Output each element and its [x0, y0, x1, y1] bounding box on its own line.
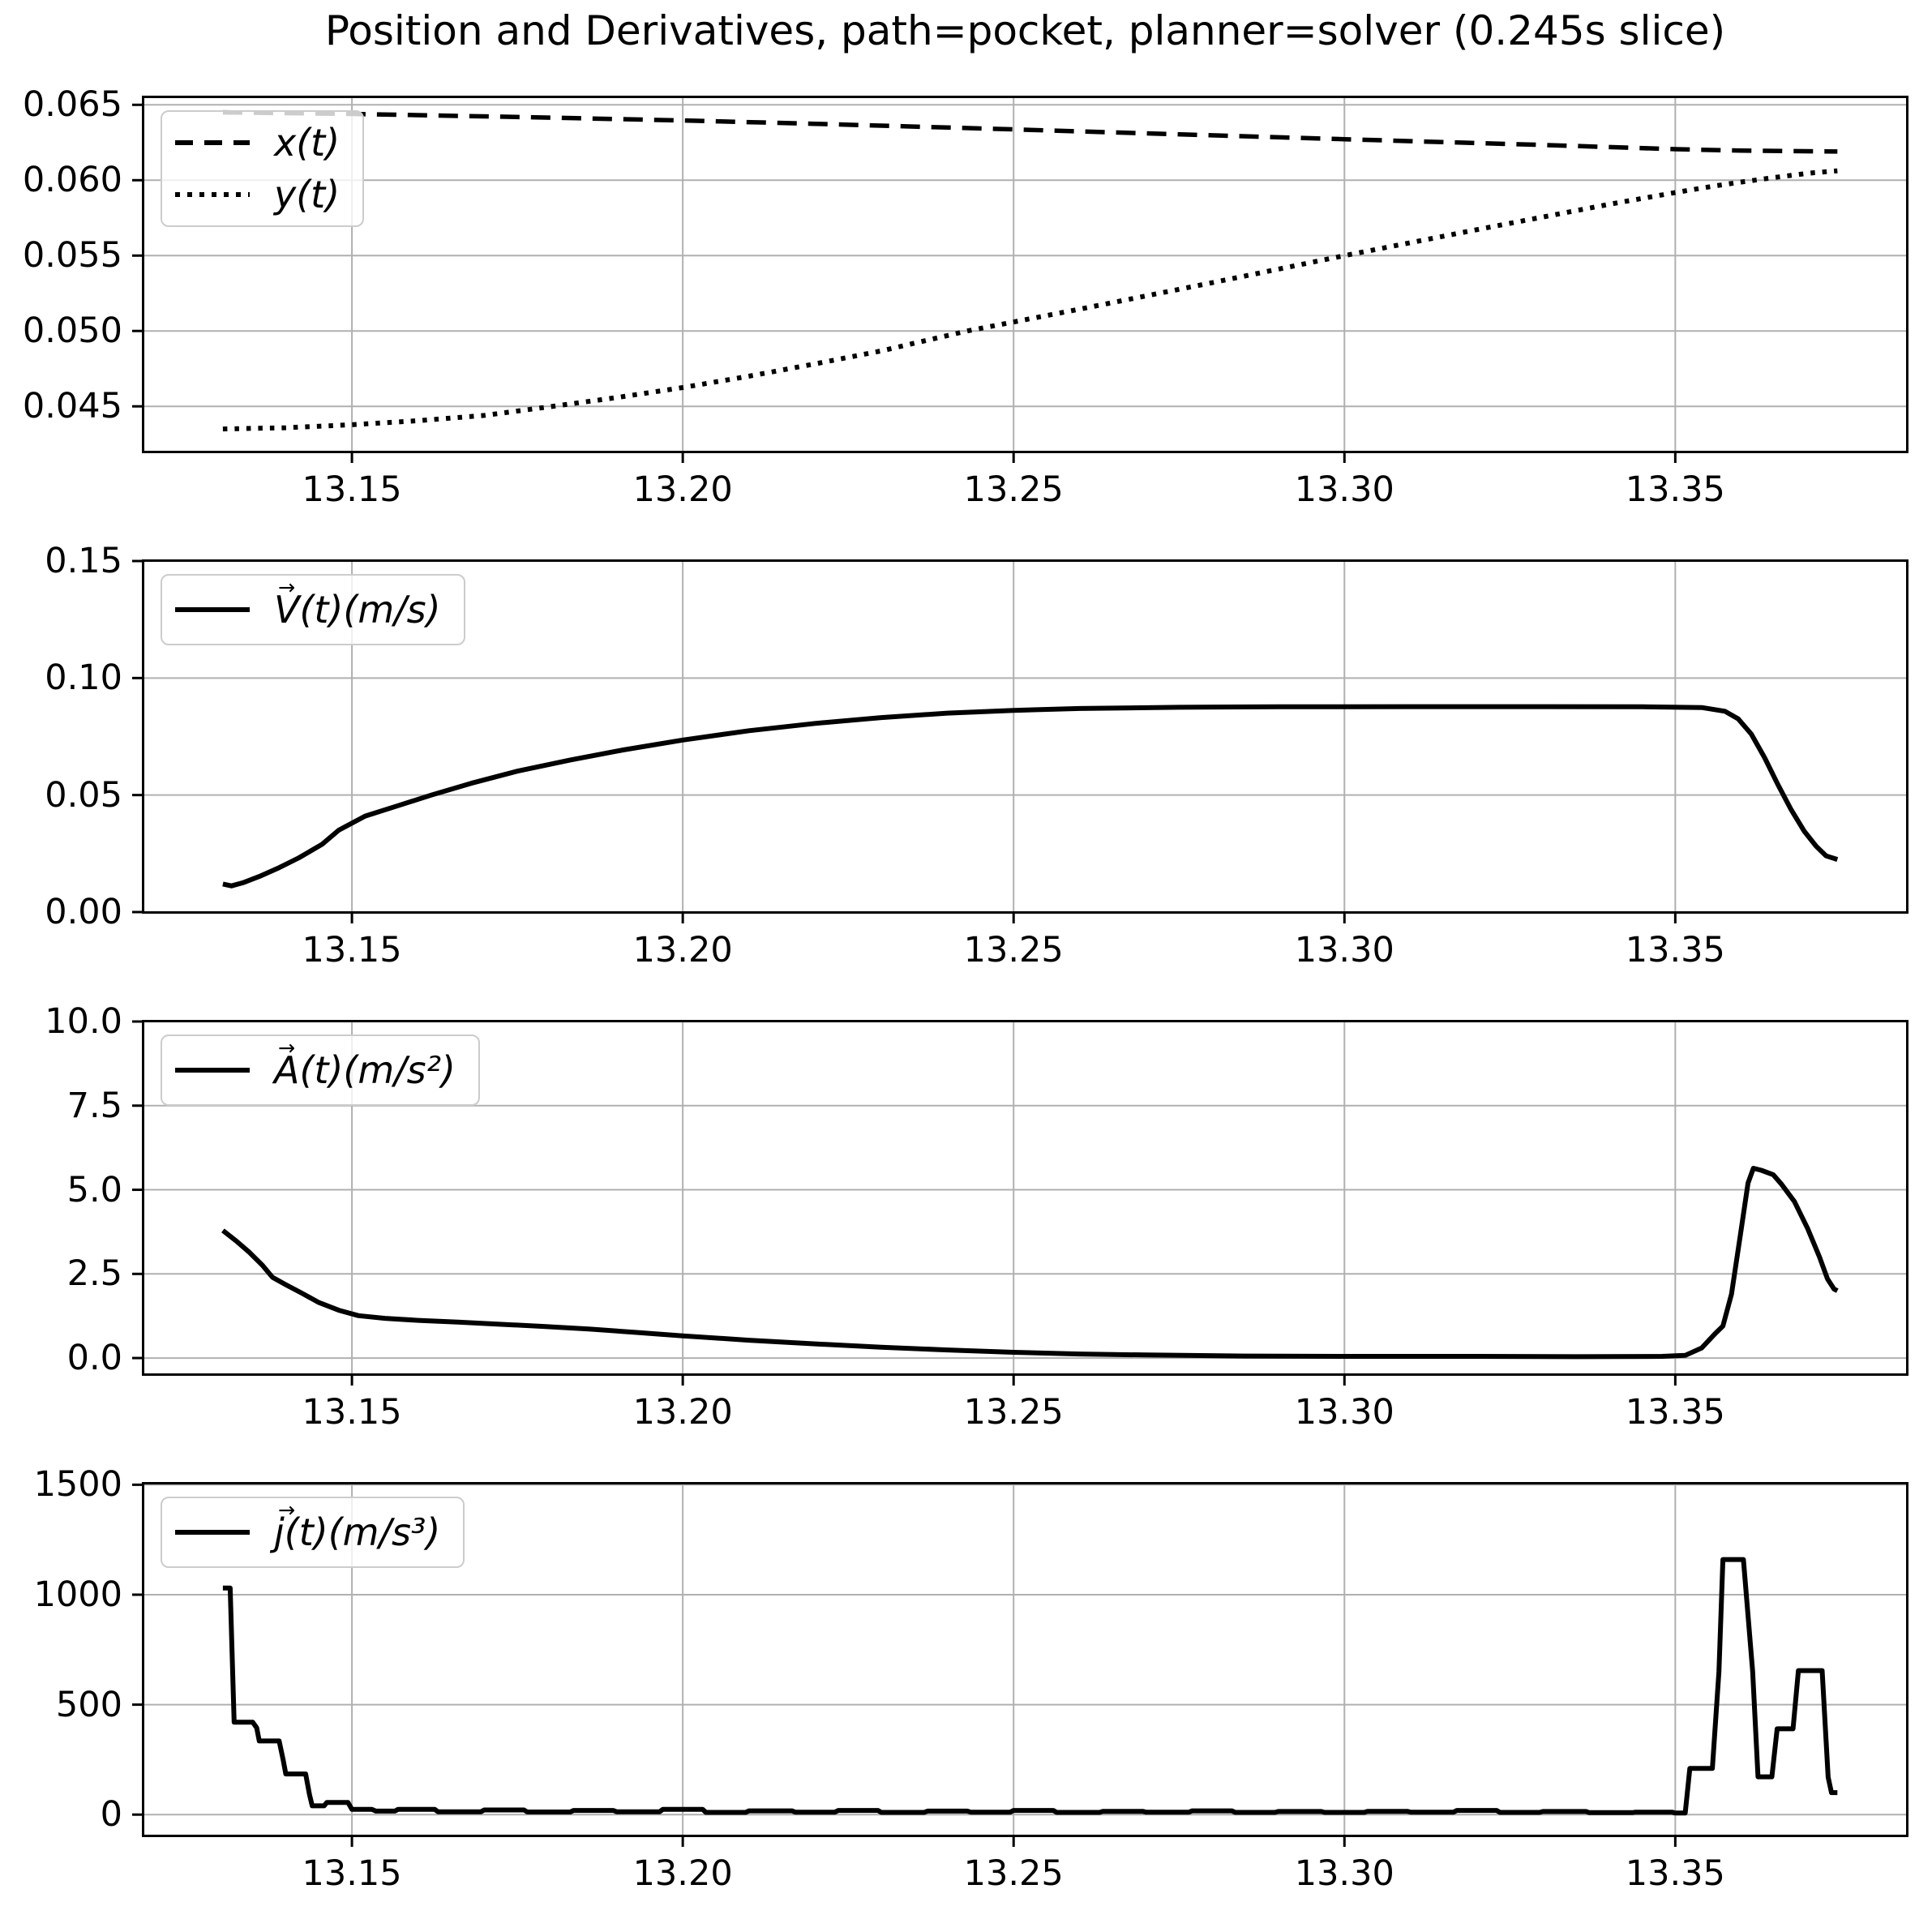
legend: x(t) y(t) — [161, 110, 365, 227]
legend-sample-solid — [175, 1530, 250, 1535]
x-tick-label: 13.35 — [1625, 1392, 1725, 1433]
legend-label: → j(t)(m/s³) — [274, 1497, 441, 1554]
vec-arrow-icon: → — [278, 1497, 296, 1522]
legend-row: → A(t)(m/s²) — [175, 1035, 456, 1099]
y-tick-label: 0.045 — [22, 386, 122, 427]
vector-letter: → A — [274, 1035, 300, 1092]
series-x(t) — [222, 109, 1838, 154]
y-tick-label: 0.15 — [45, 541, 122, 581]
x-tick-label: 13.35 — [1625, 930, 1725, 970]
y-tick-label: 500 — [55, 1684, 122, 1725]
x-tick-label: 13.15 — [302, 930, 402, 970]
legend-row: → j(t)(m/s³) — [175, 1497, 441, 1561]
y-tick-label: 0.10 — [45, 658, 122, 699]
plot-canvas-jerk — [132, 1483, 1907, 1847]
y-tick-label: 1500 — [33, 1464, 122, 1506]
x-tick-label: 13.30 — [1294, 1853, 1394, 1894]
series-y(t) — [222, 168, 1838, 432]
x-tick-label: 13.15 — [302, 1392, 402, 1433]
x-tick-label: 13.30 — [1294, 469, 1394, 510]
x-tick-label: 13.25 — [963, 1392, 1064, 1433]
vector-letter: → j — [274, 1497, 296, 1554]
y-tick-label: 0.0 — [66, 1338, 122, 1379]
legend-label: y(t) — [274, 173, 341, 216]
subplot-acceleration: → A(t)(m/s²) 13.15 13.20 13.25 13.30 13.35 0.0… — [45, 1001, 1908, 1433]
x-tick-label: 13.25 — [963, 930, 1064, 970]
legend-label: x(t) — [274, 121, 341, 165]
legend-sample-dotted — [175, 192, 250, 197]
legend-label: → A(t)(m/s²) — [274, 1035, 456, 1092]
y-tick-label: 5.0 — [66, 1169, 122, 1210]
series-V(t) — [222, 704, 1839, 889]
x-tick-label: 13.15 — [302, 1853, 402, 1894]
legend: → A(t)(m/s²) — [161, 1034, 481, 1106]
y-tick-label: 7.5 — [66, 1085, 122, 1126]
y-tick-label: 0.050 — [22, 311, 122, 352]
subplot-position: x(t) y(t) 13.15 13.20 13.25 13.30 13.35 0.045 0… — [23, 84, 1908, 510]
chart-title: Position and Derivatives, path=pocket, p… — [324, 7, 1726, 54]
y-tick-label: 1000 — [33, 1574, 122, 1615]
legend-sample-solid — [175, 1068, 250, 1073]
legend-row: x(t) — [175, 117, 340, 169]
vec-arrow-icon: → — [278, 575, 296, 599]
y-tick-label: 0.060 — [22, 160, 122, 201]
y-tick-label: 10.0 — [45, 1001, 122, 1042]
legend: → j(t)(m/s³) — [161, 1497, 465, 1568]
y-tick-label: 0.065 — [22, 84, 122, 126]
series-j(t) — [222, 1557, 1838, 1816]
x-tick-label: 13.30 — [1294, 930, 1394, 970]
legend-row: → V(t)(m/s) — [175, 575, 441, 639]
legend-row: y(t) — [175, 169, 340, 221]
x-tick-label: 13.20 — [632, 1853, 733, 1894]
legend-label: → V(t)(m/s) — [274, 575, 441, 632]
legend: → V(t)(m/s) — [161, 574, 465, 645]
y-tick-label: 0.05 — [45, 774, 122, 816]
y-tick-label: 0.00 — [45, 892, 122, 932]
x-tick-label: 13.30 — [1294, 1392, 1394, 1433]
x-tick-label: 13.20 — [632, 930, 733, 970]
legend-sample-solid — [175, 607, 250, 612]
vector-letter: → V — [274, 575, 300, 632]
subplot-jerk: → j(t)(m/s³) 13.15 13.20 13.25 13.30 13.35 0 50… — [34, 1464, 1908, 1894]
x-tick-label: 13.25 — [963, 469, 1064, 510]
y-tick-label: 0.055 — [22, 235, 122, 276]
legend-sample-dashed — [175, 140, 250, 145]
x-tick-label: 13.20 — [632, 469, 733, 510]
x-tick-label: 13.35 — [1625, 1853, 1725, 1894]
series-A(t) — [221, 1166, 1839, 1360]
vec-arrow-icon: → — [278, 1035, 296, 1060]
subplot-velocity: → V(t)(m/s) 13.15 13.20 13.25 13.30 13.35 0.00… — [45, 541, 1908, 970]
x-tick-label: 13.35 — [1625, 469, 1725, 510]
y-tick-label: 2.5 — [66, 1253, 122, 1295]
y-tick-label: 0 — [100, 1794, 122, 1835]
x-tick-label: 13.20 — [632, 1392, 733, 1433]
x-tick-label: 13.15 — [302, 469, 402, 510]
plot-canvas-position — [132, 97, 1907, 463]
x-tick-label: 13.25 — [963, 1853, 1064, 1894]
